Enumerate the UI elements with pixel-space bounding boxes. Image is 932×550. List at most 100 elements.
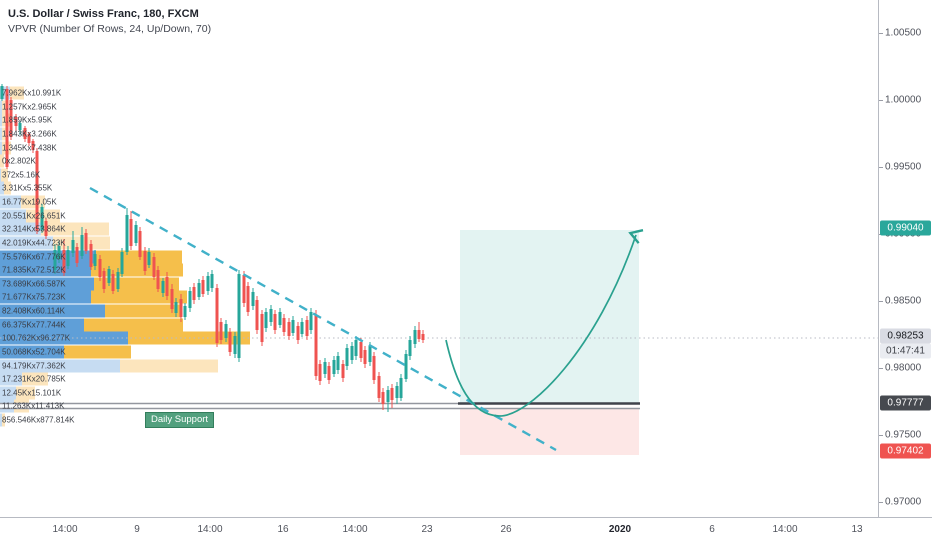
- vpvr-row-label: 73.689Kx66.587K: [2, 279, 66, 289]
- candle-body: [23, 128, 27, 139]
- vpvr-up-bar: [0, 318, 84, 332]
- vpvr-up-bar: [0, 113, 2, 127]
- vpvr-up-bar: [0, 359, 120, 373]
- candle-body: [161, 281, 165, 293]
- candle-body: [111, 274, 115, 291]
- candle-body: [246, 286, 250, 312]
- bar-countdown-badge: 01:47:41: [880, 343, 931, 359]
- vpvr-row-label: 1.345Kx7.438K: [2, 143, 57, 153]
- projection-curve-arrow[interactable]: [445, 229, 644, 417]
- candle-body: [399, 378, 403, 398]
- vpvr-down-bar: [1, 168, 8, 182]
- vpvr-row-label: 1.257Kx2.965K: [2, 102, 57, 112]
- price-axis-tick: [879, 167, 883, 168]
- candle-body: [327, 366, 331, 380]
- vpvr-row-label: 94.179Kx77.362K: [2, 361, 66, 371]
- vpvr-up-bar: [0, 141, 2, 155]
- candle-body: [125, 215, 129, 252]
- price-axis-tick: [879, 100, 883, 101]
- vpvr-row-label: 71.677Kx75.723K: [2, 292, 66, 302]
- vpvr-up-bar: [0, 86, 10, 100]
- symbol-title[interactable]: U.S. Dollar / Swiss Franc, 180, FXCM: [8, 8, 199, 20]
- vpvr-up-bar: [0, 168, 1, 182]
- candle-body: [341, 364, 345, 378]
- candle-body: [255, 300, 259, 330]
- time-axis-label: 16: [277, 524, 289, 535]
- price-axis-label: 0.98500: [885, 295, 922, 307]
- vpvr-row-label: 75.576Kx67.776K: [2, 252, 66, 262]
- candle-body: [201, 280, 205, 294]
- candle-body: [18, 123, 22, 130]
- candle-body: [107, 269, 111, 283]
- vpvr-row-label: 372x5.16K: [2, 170, 41, 180]
- price-axis-label: 0.99500: [885, 161, 922, 173]
- candle-body: [9, 100, 13, 137]
- candle-body: [224, 324, 228, 338]
- candle-body: [53, 250, 57, 270]
- candle-body: [345, 348, 349, 366]
- vpvr-up-bar: [0, 127, 2, 141]
- daily-support-label[interactable]: Daily Support: [145, 412, 215, 428]
- price-axis-label: 1.00000: [885, 94, 922, 106]
- candle-body: [165, 277, 169, 296]
- vpvr-up-bar: [0, 195, 21, 209]
- time-axis-label: 14:00: [52, 524, 78, 535]
- candle-body: [363, 350, 367, 364]
- vpvr-down-bar: [84, 318, 183, 332]
- candle-body: [264, 312, 268, 328]
- vpvr-row-label: 1.843Kx3.266K: [2, 129, 57, 139]
- candle-body: [66, 250, 70, 266]
- vpvr-up-bar: [0, 386, 16, 400]
- support-band-fill: [0, 403, 640, 409]
- candle-body: [273, 314, 277, 330]
- candle-body: [377, 376, 381, 398]
- vpvr-down-bar: [2, 127, 6, 141]
- candle-body: [14, 117, 18, 126]
- vpvr-row-label: 50.068Kx52.704K: [2, 347, 66, 357]
- candle-body: [183, 306, 187, 317]
- vpvr-down-bar: [16, 386, 35, 400]
- projection-zone-up[interactable]: [460, 230, 639, 404]
- time-axis-label: 6: [709, 524, 715, 535]
- candle-body: [174, 302, 178, 313]
- candle-body: [359, 342, 363, 358]
- indicator-title[interactable]: VPVR (Number Of Rows, 24, Up/Down, 70): [8, 23, 212, 35]
- candle-body: [44, 221, 48, 236]
- vpvr-down-bar: [0, 154, 4, 168]
- candle-body: [179, 299, 183, 317]
- candle-body: [278, 312, 282, 325]
- vpvr-down-bar: [64, 345, 131, 359]
- time-axis[interactable]: 14:00 9 14:00 16 14:00 23 26 2020 6 14:00 13: [0, 517, 932, 550]
- price-axis[interactable]: 1.005001.000000.995000.990000.985000.980…: [878, 0, 932, 550]
- candle-body: [395, 386, 399, 398]
- vpvr-up-bar: [0, 304, 105, 318]
- vpvr-row-label: 42.019Kx44.723K: [2, 238, 66, 248]
- candle-body: [116, 272, 120, 289]
- candle-body: [134, 225, 138, 243]
- vpvr-row-label: 1.859Kx5.95K: [2, 115, 53, 125]
- candle-body: [5, 89, 9, 167]
- last-price-badge: 0.98253: [880, 328, 931, 344]
- price-axis-tick: [879, 502, 883, 503]
- candle-body: [35, 151, 39, 231]
- candle-body: [197, 283, 201, 297]
- candle-body: [309, 312, 313, 330]
- candle-body: [102, 271, 106, 289]
- vpvr-row-label: 11.263Kx11.413K: [2, 401, 65, 411]
- candle-body: [260, 314, 264, 342]
- vpvr-down-bar: [91, 263, 183, 277]
- candle-body: [269, 309, 273, 322]
- stop-price-badge: 0.97402: [880, 443, 931, 459]
- candle-body: [147, 252, 151, 265]
- price-axis-tick: [879, 33, 883, 34]
- vpvr-row-label: 71.835Kx72.512K: [2, 265, 66, 275]
- vpvr-row-label: 66.375Kx77.744K: [2, 320, 66, 330]
- candle-body: [80, 235, 84, 256]
- vpvr-up-bar: [0, 250, 96, 264]
- vpvr-up-bar: [0, 222, 41, 236]
- vpvr-row-label: 7.962Kx10.991K: [2, 88, 62, 98]
- vpvr-down-bar: [4, 181, 11, 195]
- projection-zone-down[interactable]: [460, 404, 639, 455]
